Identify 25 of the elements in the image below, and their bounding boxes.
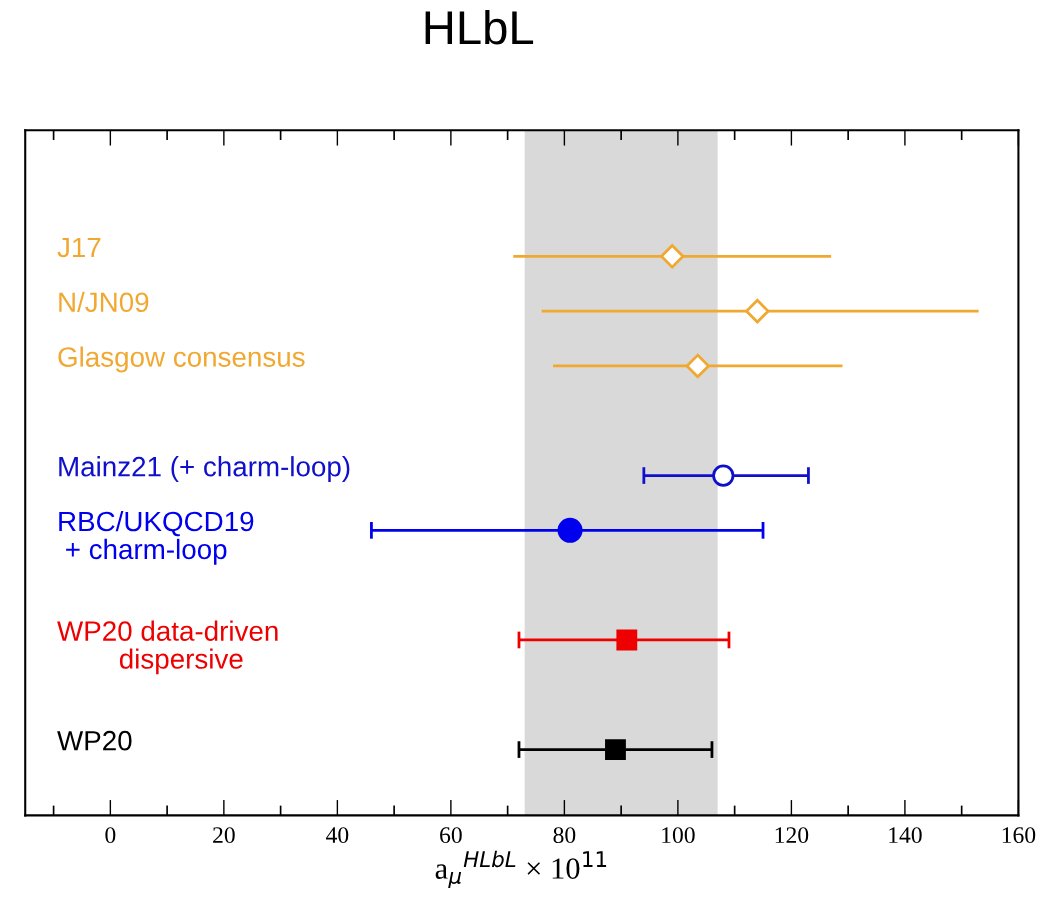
y-tick-label: WP20 bbox=[57, 730, 132, 751]
y-tick-label: N/JN09 bbox=[59, 291, 149, 313]
x-tick-label: 140 bbox=[889, 827, 922, 844]
x-tick-label: 20 bbox=[213, 827, 235, 844]
x-tick-label: 160 bbox=[1002, 827, 1036, 844]
y-tick-label: WP20 data-driven dispersive bbox=[57, 620, 278, 675]
point bbox=[605, 739, 626, 760]
point bbox=[745, 298, 770, 324]
point bbox=[660, 244, 685, 269]
point bbox=[712, 464, 735, 487]
y-tick-label: RBC/UKQCD19 + charm-loop bbox=[59, 510, 254, 565]
y-tick-label: Mainz21 (+ charm-loop) bbox=[59, 456, 350, 482]
x-tick-label: 60 bbox=[440, 827, 462, 844]
x-tick-label: 80 bbox=[553, 827, 576, 844]
point bbox=[685, 353, 710, 379]
x-tick-label: 40 bbox=[326, 827, 349, 844]
y-tick-label: J17 bbox=[57, 237, 101, 258]
x-axis-title: a$_{μ}$$^{HLbL}$ × 10$^{11}$ bbox=[435, 850, 607, 889]
x-tick-label: 0 bbox=[105, 827, 116, 844]
x-tick-label: 100 bbox=[662, 827, 695, 844]
x-tick-label: 120 bbox=[775, 827, 809, 844]
chart-title: HLbL bbox=[425, 9, 534, 45]
point bbox=[616, 629, 638, 651]
y-tick-label: Glasgow consensus bbox=[58, 346, 305, 373]
point bbox=[557, 517, 583, 543]
